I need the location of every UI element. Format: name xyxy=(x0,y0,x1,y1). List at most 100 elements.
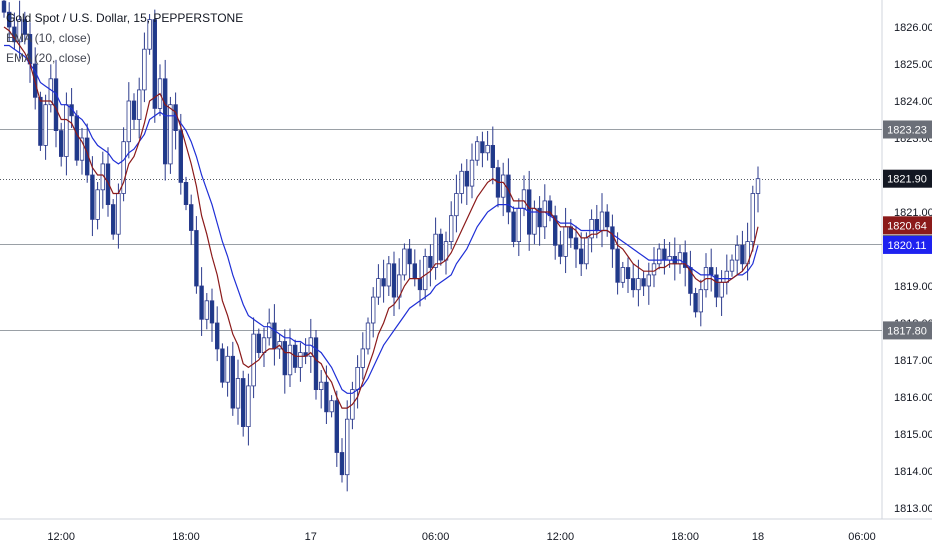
candle xyxy=(573,225,579,268)
candle xyxy=(168,96,173,174)
candle xyxy=(438,228,443,266)
candle xyxy=(246,373,251,446)
candle-body xyxy=(636,278,641,291)
candle-body xyxy=(1,0,7,13)
candle-body xyxy=(136,89,142,120)
candle-body xyxy=(428,255,433,268)
candle xyxy=(126,82,131,159)
candle xyxy=(516,198,521,257)
candle xyxy=(495,159,501,208)
y-tick-label: 1819.00 xyxy=(894,281,932,293)
candle-body xyxy=(511,211,516,243)
candle xyxy=(625,257,631,294)
candle xyxy=(74,110,79,166)
candle-body xyxy=(152,19,157,109)
candle xyxy=(59,122,64,167)
candle-body xyxy=(240,378,246,427)
candle xyxy=(412,249,417,287)
candle-body xyxy=(376,278,381,298)
candle-body xyxy=(584,237,589,265)
candle xyxy=(22,11,27,45)
candle-body xyxy=(313,337,319,390)
candle-body xyxy=(521,189,527,209)
candle-body xyxy=(209,300,215,324)
candle xyxy=(1,0,7,18)
candle xyxy=(225,346,230,397)
candle-body xyxy=(412,263,417,279)
candle xyxy=(173,92,178,150)
candle-body xyxy=(12,26,17,43)
ema10-legend[interactable]: EMA (10, close) xyxy=(6,31,91,45)
candle-body xyxy=(59,130,64,157)
candle-body xyxy=(698,289,703,313)
candle-body xyxy=(454,193,459,217)
candle-body xyxy=(469,159,475,187)
candle xyxy=(209,288,215,342)
candle xyxy=(188,194,194,245)
candle-body xyxy=(251,333,256,387)
symbol-title[interactable]: Gold Spot / U.S. Dollar, 15, PEPPERSTONE xyxy=(6,11,244,25)
candle-body xyxy=(38,96,43,146)
ema10-tag-bg xyxy=(883,216,932,235)
candle xyxy=(376,264,381,305)
candle-body xyxy=(677,252,683,265)
candle-body xyxy=(121,141,126,194)
candle xyxy=(459,163,464,204)
candle-body xyxy=(750,193,755,242)
ema20-line[interactable] xyxy=(4,44,759,394)
candle-body xyxy=(500,174,506,198)
candle-body xyxy=(490,144,495,168)
candle-body xyxy=(168,104,173,165)
candle xyxy=(521,175,527,217)
candle-body xyxy=(568,226,573,239)
candle xyxy=(121,127,126,202)
ema20-tag-text: 1820.11 xyxy=(888,240,927,252)
candle-body xyxy=(53,78,59,132)
candle-body xyxy=(188,204,194,231)
level-tag-1817: 1817.80 xyxy=(883,321,932,340)
candle-body xyxy=(417,278,423,291)
candle xyxy=(407,239,412,279)
candle-body xyxy=(433,233,438,268)
candle xyxy=(740,230,745,272)
candle-body xyxy=(714,274,719,298)
candle xyxy=(709,248,714,292)
candle-body xyxy=(407,248,412,265)
candle-body xyxy=(553,215,558,246)
candle xyxy=(199,267,204,336)
candle xyxy=(17,0,22,59)
candle xyxy=(547,195,553,222)
ema20-legend[interactable]: EMA (20, close) xyxy=(6,51,91,65)
candle-body xyxy=(605,211,610,228)
y-tick-label: 1817.00 xyxy=(894,355,932,367)
candle xyxy=(204,293,209,330)
candle xyxy=(43,94,48,160)
candle xyxy=(677,244,683,274)
ema10-line[interactable] xyxy=(3,26,759,409)
candle xyxy=(620,261,625,288)
candle-body xyxy=(631,278,636,291)
candle xyxy=(485,130,490,161)
candle xyxy=(355,355,360,409)
candle xyxy=(111,199,116,240)
candle-body xyxy=(220,348,225,383)
candle xyxy=(631,264,636,298)
candle-body xyxy=(537,207,542,228)
candle-body xyxy=(625,267,631,279)
y-tick-label: 1813.00 xyxy=(894,503,932,515)
candle-body xyxy=(329,400,334,413)
candle-body xyxy=(594,218,599,231)
candle xyxy=(480,131,485,168)
candle-body xyxy=(599,211,605,231)
candle xyxy=(344,400,350,492)
candle xyxy=(558,230,563,265)
candle xyxy=(235,359,241,425)
candle-body xyxy=(573,237,579,250)
candle xyxy=(131,93,137,130)
candle xyxy=(256,328,261,359)
x-tick-label: 18 xyxy=(752,531,764,543)
candle-body xyxy=(261,337,267,353)
candle-body xyxy=(225,355,230,383)
candle-body xyxy=(729,259,735,272)
